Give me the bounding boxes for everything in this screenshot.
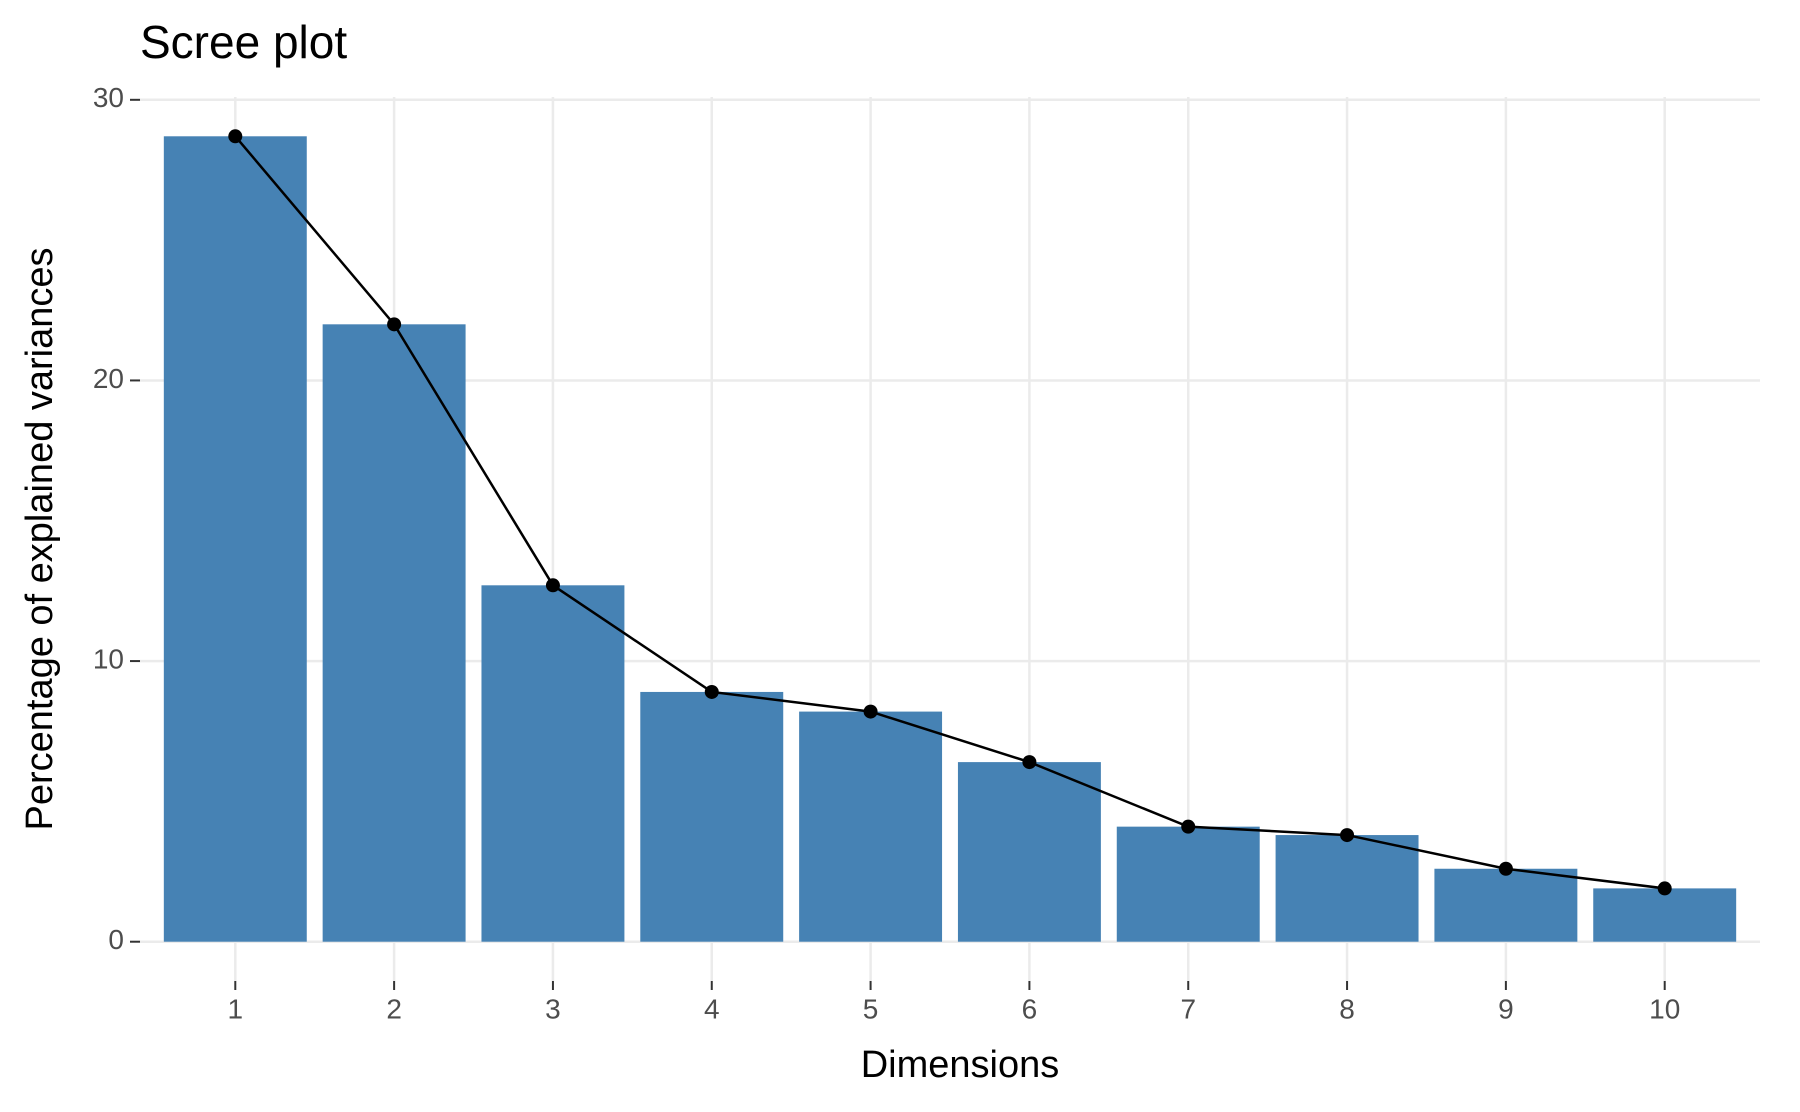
x-tick-label: 7 xyxy=(1180,993,1196,1024)
x-tick-label: 3 xyxy=(545,993,561,1024)
bar xyxy=(163,136,307,942)
bar xyxy=(1593,888,1737,942)
bar xyxy=(1275,835,1419,942)
bar xyxy=(640,691,784,942)
x-tick-label: 5 xyxy=(863,993,879,1024)
point xyxy=(1498,861,1513,876)
bar xyxy=(1116,826,1260,942)
y-tick-label: 30 xyxy=(93,82,124,113)
x-tick-label: 10 xyxy=(1649,993,1680,1024)
x-tick-label: 8 xyxy=(1339,993,1355,1024)
point xyxy=(545,578,560,593)
point xyxy=(1657,881,1672,896)
x-tick-label: 2 xyxy=(386,993,402,1024)
point xyxy=(1340,828,1355,843)
y-axis-title: Percentage of explained variances xyxy=(19,247,61,830)
bar xyxy=(322,324,466,942)
bar xyxy=(799,711,943,942)
x-tick-label: 1 xyxy=(228,993,244,1024)
point xyxy=(1022,755,1037,770)
x-tick-label: 4 xyxy=(704,993,720,1024)
point xyxy=(704,684,719,699)
y-tick-label: 10 xyxy=(93,643,124,674)
line xyxy=(234,135,1665,890)
x-tick-label: 9 xyxy=(1498,993,1514,1024)
x-axis-title: Dimensions xyxy=(861,1044,1060,1086)
point xyxy=(228,129,243,144)
bar xyxy=(957,762,1101,942)
y-tick-label: 0 xyxy=(108,924,124,955)
bar xyxy=(1434,868,1578,942)
point xyxy=(863,704,878,719)
x-tick-label: 6 xyxy=(1022,993,1038,1024)
chart-title: Scree plot xyxy=(140,16,347,68)
point xyxy=(387,317,402,332)
point xyxy=(1181,819,1196,834)
bar xyxy=(481,585,625,942)
y-tick-label: 20 xyxy=(93,363,124,394)
